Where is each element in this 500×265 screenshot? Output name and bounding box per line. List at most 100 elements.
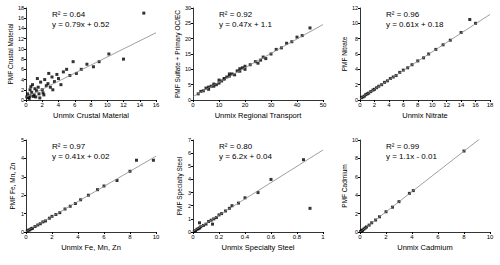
svg-text:10: 10 xyxy=(352,137,358,143)
svg-text:0: 0 xyxy=(24,234,28,240)
svg-text:PMF Fe, Mn, Zn: PMF Fe, Mn, Zn xyxy=(9,162,16,209)
svg-text:4: 4 xyxy=(188,176,191,182)
svg-text:8: 8 xyxy=(462,234,466,240)
svg-text:6: 6 xyxy=(73,102,77,108)
svg-text:6: 6 xyxy=(436,234,440,240)
svg-text:y = 6.2x + 0.04: y = 6.2x + 0.04 xyxy=(219,152,272,161)
svg-text:2: 2 xyxy=(384,234,388,240)
svg-text:Unmix Cadmium: Unmix Cadmium xyxy=(397,243,452,252)
svg-text:2: 2 xyxy=(355,211,358,217)
svg-text:10: 10 xyxy=(153,234,160,240)
svg-text:10: 10 xyxy=(216,102,223,108)
svg-text:y = 1.1x - 0.01: y = 1.1x - 0.01 xyxy=(386,152,437,161)
svg-text:PMF Crustal Material: PMF Crustal Material xyxy=(7,23,14,85)
svg-text:0: 0 xyxy=(358,234,362,240)
svg-text:12: 12 xyxy=(352,5,358,11)
svg-text:1: 1 xyxy=(21,211,24,217)
svg-text:3: 3 xyxy=(188,190,191,196)
svg-text:PMF Specialty Steel: PMF Specialty Steel xyxy=(176,156,184,215)
svg-text:0: 0 xyxy=(191,234,195,240)
svg-text:16: 16 xyxy=(18,15,24,21)
svg-text:4: 4 xyxy=(355,192,358,198)
svg-text:16: 16 xyxy=(472,102,479,108)
svg-text:40: 40 xyxy=(294,102,301,108)
svg-text:6: 6 xyxy=(21,66,24,72)
svg-text:14: 14 xyxy=(136,102,143,108)
svg-text:4: 4 xyxy=(57,102,61,108)
svg-text:5: 5 xyxy=(21,137,24,143)
svg-text:8: 8 xyxy=(355,36,358,42)
svg-text:1: 1 xyxy=(321,234,325,240)
svg-text:Unmix Nitrate: Unmix Nitrate xyxy=(402,111,447,120)
svg-text:14: 14 xyxy=(458,102,465,108)
svg-text:2: 2 xyxy=(355,82,358,88)
svg-text:0.6: 0.6 xyxy=(267,234,276,240)
svg-text:4: 4 xyxy=(76,234,80,240)
svg-text:10: 10 xyxy=(185,66,191,72)
svg-text:2: 2 xyxy=(21,192,24,198)
svg-text:6: 6 xyxy=(355,174,358,180)
svg-text:2: 2 xyxy=(188,203,191,209)
svg-text:30: 30 xyxy=(268,102,275,108)
svg-text:20: 20 xyxy=(242,102,249,108)
svg-text:4: 4 xyxy=(410,234,414,240)
svg-text:18: 18 xyxy=(487,102,494,108)
svg-text:Unmix Regional Transport: Unmix Regional Transport xyxy=(215,111,303,120)
svg-text:12: 12 xyxy=(443,102,450,108)
svg-text:PMF Sulfate + Primary OC/EC: PMF Sulfate + Primary OC/EC xyxy=(174,10,182,98)
svg-text:4: 4 xyxy=(21,77,24,83)
svg-text:15: 15 xyxy=(185,51,191,57)
svg-text:PMF Nitrate: PMF Nitrate xyxy=(341,36,348,71)
svg-text:2: 2 xyxy=(50,234,54,240)
svg-text:10: 10 xyxy=(352,20,358,26)
svg-text:R² = 0.80: R² = 0.80 xyxy=(219,142,253,151)
svg-text:2: 2 xyxy=(373,102,377,108)
svg-text:10: 10 xyxy=(18,46,24,52)
svg-text:y = 0.41x + 0.02: y = 0.41x + 0.02 xyxy=(52,152,110,161)
svg-text:R² = 0.99: R² = 0.99 xyxy=(386,142,420,151)
svg-text:6: 6 xyxy=(402,102,406,108)
svg-text:3: 3 xyxy=(21,174,24,180)
svg-text:PMF Cadmium: PMF Cadmium xyxy=(341,164,348,207)
svg-text:0: 0 xyxy=(24,102,28,108)
svg-text:50: 50 xyxy=(320,102,327,108)
svg-text:4: 4 xyxy=(21,155,24,161)
svg-text:5: 5 xyxy=(188,82,191,88)
svg-text:8: 8 xyxy=(89,102,93,108)
svg-text:8: 8 xyxy=(355,155,358,161)
svg-text:5: 5 xyxy=(188,163,191,169)
svg-text:R² = 0.92: R² = 0.92 xyxy=(219,10,253,19)
svg-text:12: 12 xyxy=(120,102,127,108)
svg-text:2: 2 xyxy=(21,87,24,93)
svg-text:7: 7 xyxy=(188,137,191,143)
svg-text:4: 4 xyxy=(387,102,391,108)
svg-text:30: 30 xyxy=(185,5,191,11)
svg-text:0.2: 0.2 xyxy=(215,234,224,240)
svg-text:8: 8 xyxy=(416,102,420,108)
svg-text:R² = 0.64: R² = 0.64 xyxy=(52,10,86,19)
svg-text:y = 0.47x + 1.1: y = 0.47x + 1.1 xyxy=(219,20,272,29)
svg-text:4: 4 xyxy=(355,66,358,72)
svg-text:12: 12 xyxy=(18,36,24,42)
svg-text:8: 8 xyxy=(128,234,132,240)
svg-text:0: 0 xyxy=(191,102,195,108)
svg-text:0: 0 xyxy=(358,102,362,108)
svg-text:y = 0.79x + 0.52: y = 0.79x + 0.52 xyxy=(52,20,110,29)
svg-text:Unmix Specialty Steel: Unmix Specialty Steel xyxy=(222,243,295,252)
svg-text:8: 8 xyxy=(21,56,24,62)
svg-text:y = 0.61x + 0.18: y = 0.61x + 0.18 xyxy=(386,20,444,29)
svg-text:6: 6 xyxy=(102,234,106,240)
svg-text:R² = 0.96: R² = 0.96 xyxy=(386,10,420,19)
svg-text:16: 16 xyxy=(153,102,160,108)
svg-text:2: 2 xyxy=(41,102,45,108)
svg-text:R² = 0.97: R² = 0.97 xyxy=(52,142,86,151)
svg-text:10: 10 xyxy=(104,102,111,108)
svg-text:0.8: 0.8 xyxy=(293,234,302,240)
svg-text:10: 10 xyxy=(487,234,494,240)
svg-text:20: 20 xyxy=(185,36,191,42)
svg-text:0.4: 0.4 xyxy=(241,234,250,240)
svg-text:Unmix Crustal Material: Unmix Crustal Material xyxy=(53,111,129,120)
svg-text:1: 1 xyxy=(188,216,191,222)
svg-text:6: 6 xyxy=(188,150,191,156)
svg-text:10: 10 xyxy=(429,102,436,108)
